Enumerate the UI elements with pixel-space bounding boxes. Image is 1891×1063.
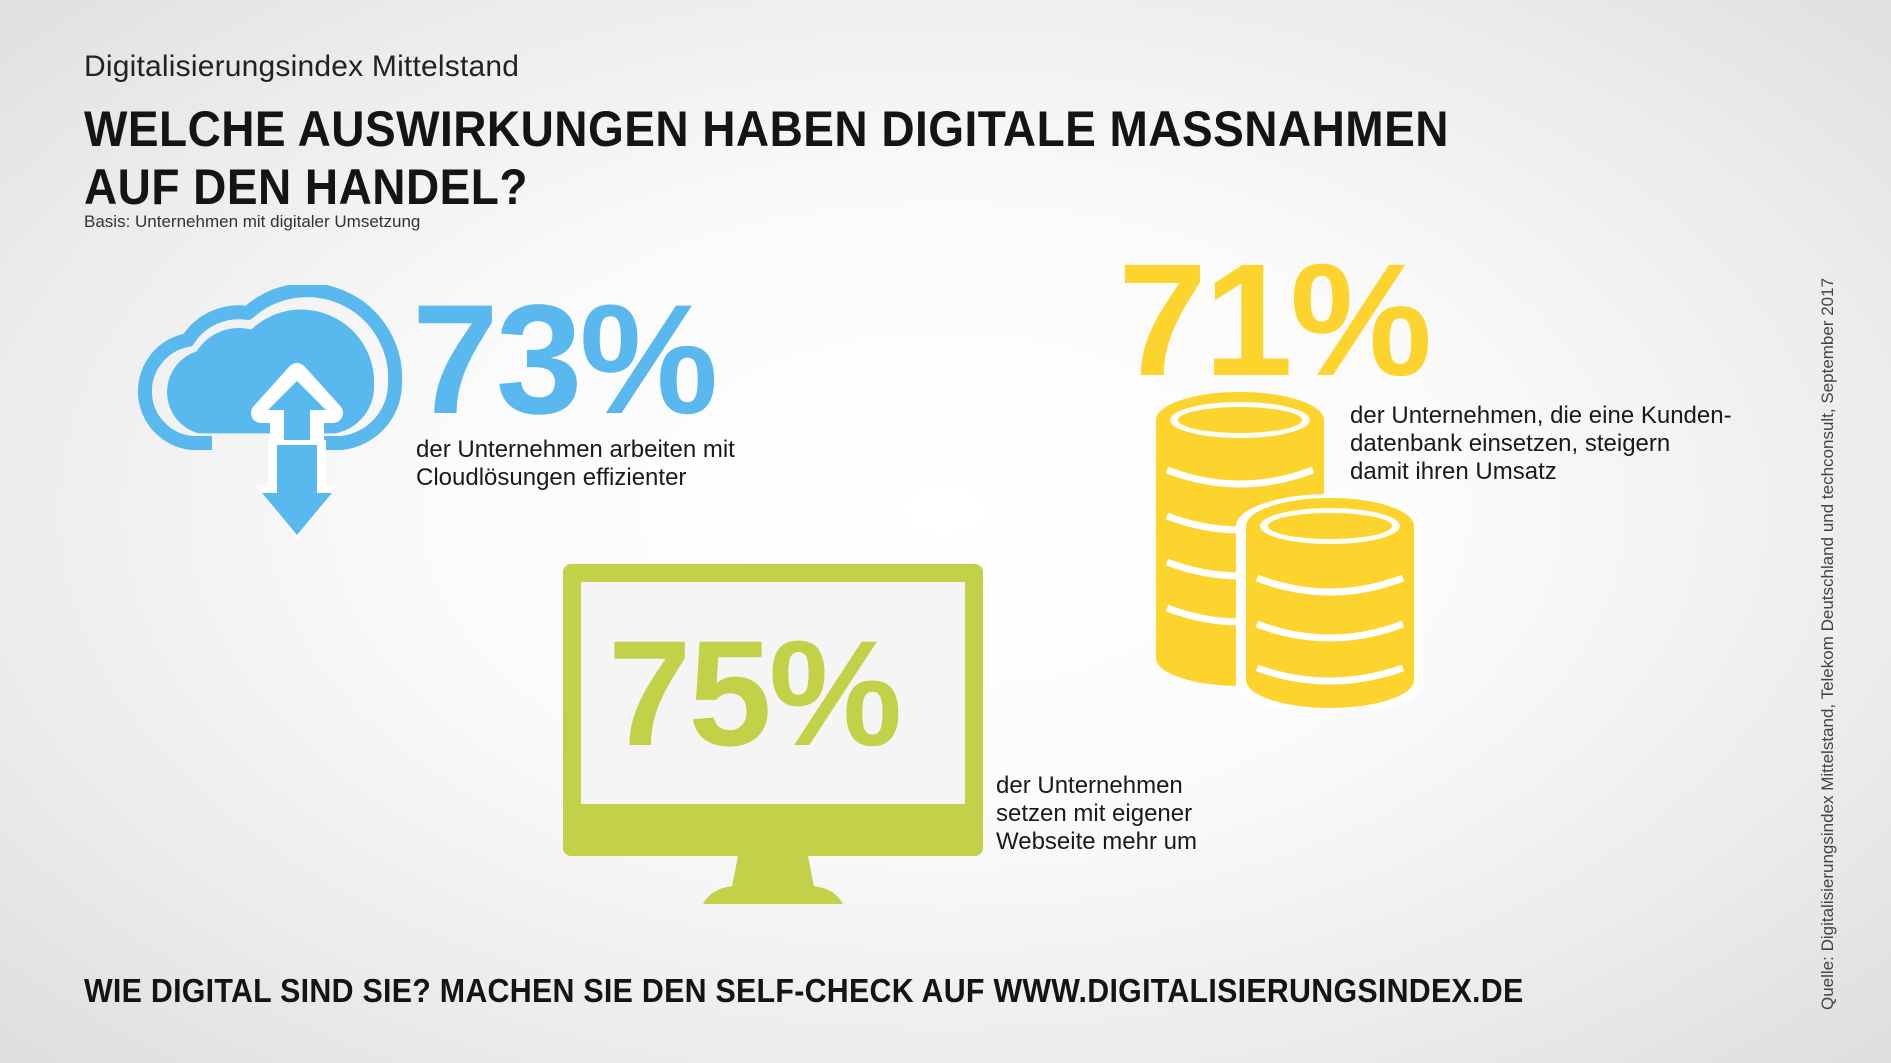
stat-coins-value: 71%	[1118, 230, 1432, 409]
source-note: Quelle: Digitalisierungsindex Mittelstan…	[1818, 277, 1837, 1010]
cloud-upload-download-icon	[137, 285, 403, 540]
headline-line-2: AUF DEN HANDEL?	[84, 159, 528, 215]
stat-coins-line-2: datenbank einsetzen, steigern	[1350, 430, 1671, 457]
stat-cloud-description: der Unternehmen arbeiten mit Cloudlösung…	[416, 436, 735, 492]
stat-coins-line-1: der Unternehmen, die eine Kunden-	[1350, 402, 1732, 429]
stat-monitor-description: der Unternehmen setzen mit eigener Webse…	[996, 772, 1197, 856]
stat-monitor-value: 75%	[608, 609, 902, 777]
stat-monitor-line-3: Webseite mehr um	[996, 828, 1197, 855]
monitor-icon	[563, 564, 983, 904]
coin-stacks-icon	[1156, 392, 1424, 708]
stat-monitor-line-2: setzen mit eigener	[996, 800, 1193, 827]
stat-coins-line-3: damit ihren Umsatz	[1350, 458, 1557, 485]
stat-cloud-value: 73%	[412, 273, 718, 447]
kicker-title: Digitalisierungsindex Mittelstand	[84, 50, 520, 83]
stat-cloud-line-2: Cloudlösungen effizienter	[416, 464, 687, 491]
stat-monitor-line-1: der Unternehmen	[996, 772, 1183, 799]
headline-line-1: WELCHE AUSWIRKUNGEN HABEN DIGITALE MASSN…	[84, 101, 1449, 157]
basis-note: Basis: Unternehmen mit digitaler Umsetzu…	[84, 212, 421, 231]
stat-cloud-line-1: der Unternehmen arbeiten mit	[416, 436, 735, 463]
stat-coins-description: der Unternehmen, die eine Kunden- datenb…	[1350, 402, 1732, 486]
headline: WELCHE AUSWIRKUNGEN HABEN DIGITALE MASSN…	[84, 100, 1464, 216]
self-check-call-to-action: WIE DIGITAL SIND SIE? MACHEN SIE DEN SEL…	[84, 972, 1524, 1009]
